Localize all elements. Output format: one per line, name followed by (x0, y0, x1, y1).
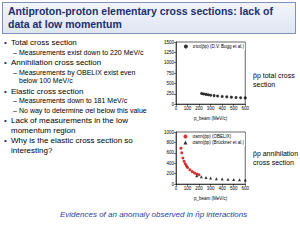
html-text:Elastic cross section: Elastic cross section (11, 86, 84, 96)
svg-text:0: 0 (175, 186, 178, 191)
svg-text:600: 600 (241, 106, 249, 111)
html-text:Total cross section: Total cross section (11, 38, 77, 47)
html-text:Annihilation cross section: Annihilation cross section (11, 58, 102, 67)
svg-text:1250: 1250 (164, 50, 175, 55)
svg-text:400: 400 (218, 186, 226, 191)
svg-text:100: 100 (184, 186, 192, 191)
svg-text:500: 500 (166, 81, 174, 86)
svg-text:300: 300 (207, 186, 215, 191)
svg-text:200: 200 (166, 171, 174, 176)
svg-text:1000: 1000 (164, 130, 175, 135)
svg-text:200: 200 (195, 106, 203, 111)
html-text:Evidences of an anomaly observ: Evidences of an anomaly observed in n̄p … (60, 210, 248, 219)
svg-text:500: 500 (230, 106, 238, 111)
html-text:Measurements exist down to 220: Measurements exist down to 220 MeV/c (19, 48, 144, 56)
svg-text:750: 750 (166, 71, 174, 76)
svg-text:100: 100 (184, 106, 192, 111)
svg-text:p_beam (MeV/c): p_beam (MeV/c) (194, 116, 228, 121)
html-text:Antiproton-proton elementary c: Antiproton-proton elementary cross secti… (8, 5, 273, 30)
svg-text:0: 0 (171, 101, 174, 107)
svg-text:500: 500 (230, 186, 238, 191)
svg-text:600: 600 (166, 150, 174, 155)
svg-text:1000: 1000 (164, 60, 175, 65)
svg-text:0: 0 (171, 181, 174, 187)
svg-text:σann(p̄p) (Brückner et al.): σann(p̄p) (Brückner et al.) (192, 140, 244, 145)
svg-text:200: 200 (195, 186, 203, 191)
html-text:No way to determine σel below: No way to determine σel below this value (19, 106, 147, 114)
svg-text:250: 250 (166, 91, 174, 96)
svg-text:0: 0 (175, 106, 178, 111)
svg-text:600: 600 (241, 186, 249, 191)
svg-text:400: 400 (166, 161, 174, 166)
html-text:p̄p total cross section: p̄p total cross section (253, 72, 295, 88)
html-text:p̄p annihilation cross section: p̄p annihilation cross section (253, 150, 299, 166)
svg-text:p_beam (MeV/c): p_beam (MeV/c) (194, 196, 228, 201)
svg-text:300: 300 (207, 106, 215, 111)
svg-text:800: 800 (166, 140, 174, 145)
html-text:Measurements down to 181 MeV/c: Measurements down to 181 MeV/c (19, 97, 128, 104)
svg-text:400: 400 (218, 106, 226, 111)
svg-text:σann(p̄p) (OBELIX): σann(p̄p) (OBELIX) (192, 134, 231, 139)
html-text:Measurements by OBELIX exist e: Measurements by OBELIX exist even below … (19, 68, 136, 84)
svg-text:1500: 1500 (164, 40, 175, 45)
html-text:Lack of measurements in the lo: Lack of measurements in the low momentum… (11, 116, 128, 135)
html-text:Why is the elastic cross secti: Why is the elastic cross section so inte… (11, 136, 133, 155)
svg-text:σtot(p̄p) (D.V. Bugg et al.): σtot(p̄p) (D.V. Bugg et al.) (193, 44, 245, 49)
